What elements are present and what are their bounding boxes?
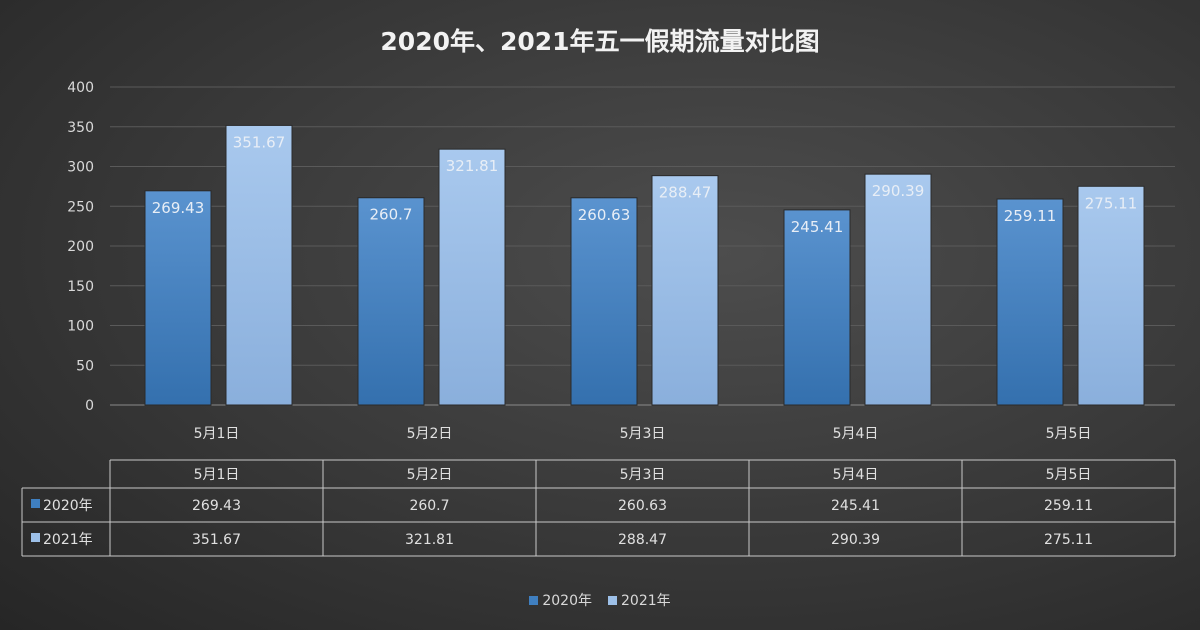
bar-2021年	[864, 173, 932, 406]
bar-2020年	[357, 197, 425, 406]
y-tick-label: 200	[67, 239, 94, 255]
table-cell: 275.11	[1044, 532, 1093, 548]
table-cell: 290.39	[831, 532, 880, 548]
table-cell: 321.81	[405, 532, 454, 548]
data-label: 245.41	[791, 218, 844, 236]
legend-swatch-icon	[608, 595, 617, 605]
table-header: 5月2日	[407, 467, 453, 483]
table-cell: 260.63	[618, 498, 667, 514]
y-tick-label: 250	[67, 199, 94, 215]
legend-swatch-icon	[529, 595, 539, 605]
y-tick-label: 300	[67, 160, 94, 176]
y-tick-label: 0	[85, 398, 94, 414]
x-tick-label: 5月2日	[407, 426, 453, 442]
x-tick-label: 5月3日	[620, 426, 666, 442]
legend-label: 2021年	[621, 593, 671, 609]
data-label: 260.63	[578, 206, 631, 224]
x-tick-label: 5月4日	[833, 426, 879, 442]
data-label: 288.47	[659, 184, 712, 202]
legend-label: 2020年	[542, 593, 592, 609]
table-header: 5月4日	[833, 467, 879, 483]
data-label: 290.39	[872, 182, 925, 200]
table-cell: 259.11	[1044, 498, 1093, 514]
data-label: 275.11	[1085, 194, 1138, 212]
chart-title: 2020年、2021年五一假期流量对比图	[380, 27, 820, 56]
y-tick-label: 400	[67, 80, 94, 96]
table-header: 5月1日	[194, 467, 240, 483]
bar-2020年	[996, 198, 1064, 406]
table-cell: 245.41	[831, 498, 880, 514]
legend: 2020年 2021年	[0, 590, 1200, 610]
x-tick-label: 5月5日	[1046, 426, 1092, 442]
table-cell: 288.47	[618, 532, 667, 548]
legend-key-icon	[31, 533, 40, 542]
data-label: 321.81	[446, 157, 499, 175]
table-header: 5月5日	[1046, 467, 1092, 483]
table-cell: 351.67	[192, 532, 241, 548]
legend-item: 2021年	[608, 590, 671, 610]
bar-2020年	[570, 197, 638, 406]
bar-2021年	[651, 175, 719, 406]
y-tick-label: 350	[67, 120, 94, 136]
table-cell: 260.7	[409, 498, 449, 514]
bar-2021年	[438, 148, 506, 406]
legend-key-icon	[31, 499, 40, 508]
data-label: 259.11	[1004, 207, 1057, 225]
bar-2021年	[1077, 185, 1145, 406]
bar-2021年	[225, 124, 293, 406]
x-tick-label: 5月1日	[194, 426, 240, 442]
legend-item: 2020年	[529, 590, 592, 610]
y-tick-label: 100	[67, 319, 94, 335]
table-row-label: 2020年	[43, 498, 93, 514]
data-label: 269.43	[152, 199, 205, 217]
table-header: 5月3日	[620, 467, 666, 483]
table-row-label: 2021年	[43, 532, 93, 548]
table-cell: 269.43	[192, 498, 241, 514]
y-tick-label: 150	[67, 279, 94, 295]
bar-2020年	[783, 209, 851, 406]
bar-2020年	[144, 190, 212, 406]
data-label: 260.7	[370, 206, 413, 224]
y-tick-label: 50	[76, 358, 94, 374]
data-label: 351.67	[233, 133, 286, 151]
